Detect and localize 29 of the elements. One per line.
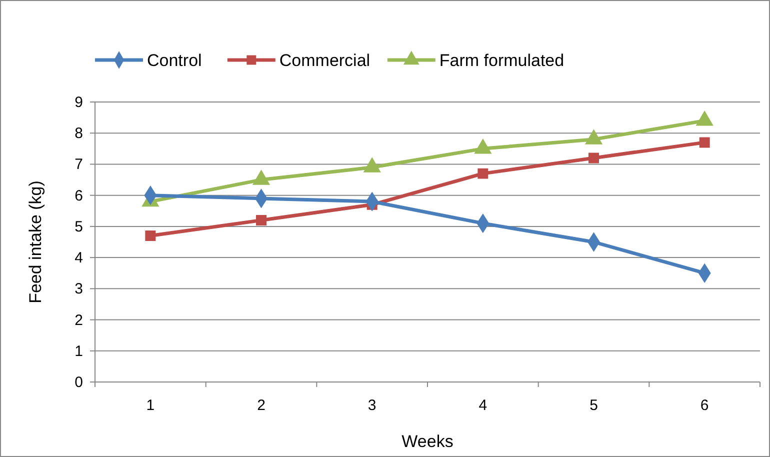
legend-label: Control xyxy=(147,51,202,70)
y-axis-title: Feed intake (kg) xyxy=(26,180,45,304)
x-axis-title: Weeks xyxy=(402,432,454,451)
x-tick-label: 3 xyxy=(368,397,376,414)
point xyxy=(256,214,266,226)
legend-label: Commercial xyxy=(279,51,370,70)
point xyxy=(585,130,602,144)
y-tick-label: 2 xyxy=(74,312,83,329)
y-tick-label: 7 xyxy=(74,156,83,174)
y-tick-label: 1 xyxy=(74,342,83,360)
point xyxy=(145,230,156,242)
point xyxy=(478,168,488,179)
point xyxy=(364,158,381,172)
point xyxy=(696,110,714,126)
y-tick-label: 8 xyxy=(74,125,83,142)
y-tick-label: 6 xyxy=(74,187,83,204)
x-tick-label: 2 xyxy=(257,397,266,414)
x-tick-label: 6 xyxy=(700,397,709,414)
x-tick-label: 5 xyxy=(590,397,598,414)
x-tick-label: 1 xyxy=(146,397,155,414)
y-tick-label: 5 xyxy=(74,218,83,236)
y-tick-label: 9 xyxy=(74,94,83,111)
y-tick-label: 3 xyxy=(74,280,83,298)
point xyxy=(474,138,492,154)
legend-label: Farm formulated xyxy=(439,51,564,70)
y-tick-label: 4 xyxy=(74,250,83,267)
y-tick-label: 0 xyxy=(74,374,83,391)
x-tick-label: 4 xyxy=(478,397,488,414)
point xyxy=(252,170,270,185)
